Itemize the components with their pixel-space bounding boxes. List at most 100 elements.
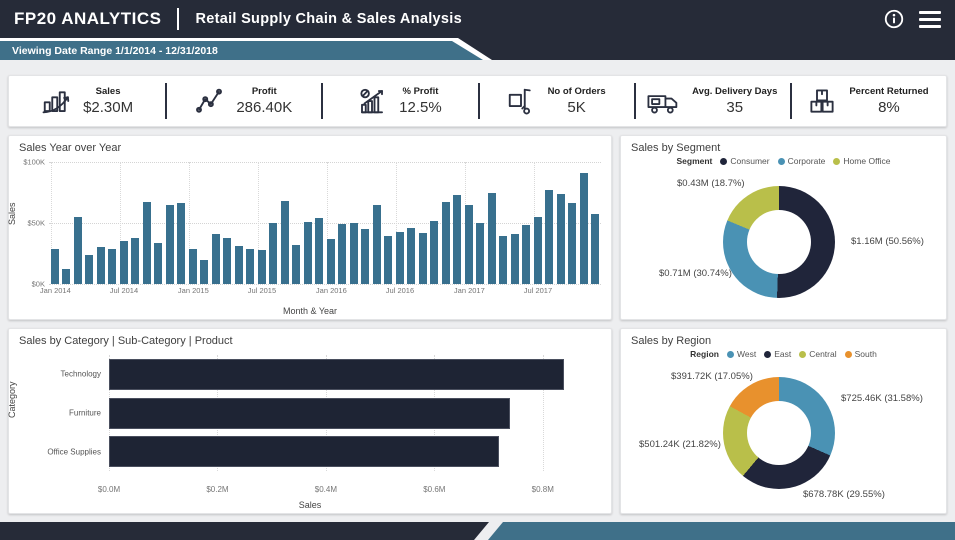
percent-chart-icon: [357, 86, 387, 116]
kpi-sales: Sales $2.30M: [9, 76, 165, 126]
chart-title: Sales by Category | Sub-Category | Produ…: [19, 335, 233, 347]
yoy-bar[interactable]: [246, 248, 255, 284]
info-icon[interactable]: [883, 8, 905, 30]
yoy-bar[interactable]: [108, 248, 117, 284]
yoy-bar[interactable]: [464, 204, 473, 284]
yoy-bar[interactable]: [303, 221, 312, 284]
yoy-bar[interactable]: [372, 204, 381, 284]
yoy-bar[interactable]: [257, 249, 266, 284]
yoy-bar[interactable]: [579, 172, 588, 284]
chart-title: Sales by Region: [631, 335, 712, 347]
legend-item-home-office[interactable]: Home Office: [833, 156, 891, 166]
yoy-bar[interactable]: [510, 233, 519, 284]
slice-label-corporate: $0.71M (30.74%): [659, 268, 732, 279]
kpi-avg-delivery-days: Avg. Delivery Days 35: [633, 76, 790, 126]
category-plot-area: $0.0M $0.2M $0.4M $0.6M $0.8M Technology Furni…: [47, 355, 597, 494]
legend-item-consumer[interactable]: Consumer: [720, 156, 770, 166]
legend-label: East: [774, 349, 792, 359]
yoy-plot-area: $0K $50K $100K Jan 2014 Jul 2014 Jan 2015 Jul …: [23, 158, 601, 295]
yoy-bar[interactable]: [269, 223, 278, 284]
x-tick-label: Jul 2017: [523, 286, 553, 295]
yoy-bar[interactable]: [119, 241, 128, 284]
legend-item-west[interactable]: West: [726, 349, 756, 359]
legend-item-central[interactable]: Central: [799, 349, 837, 359]
yoy-bar[interactable]: [234, 246, 243, 284]
sales-by-category-card: Sales by Category | Sub-Category | Produ…: [7, 328, 612, 514]
yoy-bar[interactable]: [73, 216, 82, 284]
yoy-bar[interactable]: [568, 203, 577, 284]
yoy-bar[interactable]: [453, 194, 462, 284]
yoy-bar[interactable]: [556, 193, 565, 284]
yoy-bar[interactable]: [326, 238, 335, 284]
category-y-axis-title: Category: [7, 381, 17, 418]
x-tick-label: Jan 2017: [453, 286, 485, 295]
date-range-ribbon: Viewing Date Range 1/1/2014 - 12/31/2018: [0, 38, 492, 60]
yoy-bar[interactable]: [441, 202, 450, 284]
x-tick-label: $0.4M: [314, 485, 337, 494]
yoy-bar[interactable]: [292, 244, 301, 284]
yoy-bar[interactable]: [395, 231, 404, 284]
x-tick-label: $0.2M: [206, 485, 229, 494]
yoy-bar[interactable]: [338, 224, 347, 284]
category-bar[interactable]: [109, 358, 565, 390]
legend-dot: [844, 350, 852, 358]
yoy-bar[interactable]: [188, 248, 197, 284]
yoy-bar[interactable]: [545, 190, 554, 284]
yoy-bar[interactable]: [211, 233, 220, 284]
yoy-x-axis-title: Month & Year: [282, 306, 338, 316]
kpi-text: Profit 286.40K: [236, 86, 292, 116]
yoy-bar[interactable]: [407, 227, 416, 284]
x-tick-label: Jul 2015: [247, 286, 277, 295]
yoy-bar[interactable]: [131, 237, 140, 284]
yoy-bar[interactable]: [280, 201, 289, 284]
yoy-bar[interactable]: [349, 223, 358, 284]
slice-label-west: $725.46K (31.58%): [841, 393, 923, 404]
yoy-bar[interactable]: [62, 269, 71, 284]
yoy-bar[interactable]: [499, 236, 508, 284]
yoy-bar[interactable]: [533, 216, 542, 284]
yoy-bar[interactable]: [223, 237, 232, 284]
kpi-value: 5K: [567, 99, 586, 116]
yoy-bar[interactable]: [50, 248, 59, 284]
kpi-text: Percent Returned 8%: [849, 86, 928, 116]
yoy-bar[interactable]: [430, 220, 439, 284]
x-tick-label: $0.6M: [423, 485, 446, 494]
kpi-text: No of Orders 5K: [548, 86, 606, 116]
legend-item-east[interactable]: East: [764, 349, 791, 359]
category-label: Office Supplies: [47, 447, 101, 457]
category-bar[interactable]: [109, 397, 511, 429]
yoy-bar[interactable]: [165, 204, 174, 284]
hamburger-menu-icon[interactable]: [919, 10, 941, 28]
kpi-label: Profit: [251, 86, 277, 97]
donut-hole: [747, 401, 811, 465]
yoy-bar[interactable]: [96, 247, 105, 284]
slice-label-central: $501.24K (21.82%): [639, 439, 721, 450]
yoy-bar[interactable]: [591, 214, 600, 284]
yoy-bar[interactable]: [177, 203, 186, 284]
legend-label: Central: [809, 349, 837, 359]
yoy-bar[interactable]: [154, 242, 163, 284]
yoy-bar[interactable]: [418, 232, 427, 284]
yoy-bar[interactable]: [315, 218, 324, 284]
legend-label: South: [854, 349, 877, 359]
yoy-bar[interactable]: [142, 202, 151, 284]
app-header: FP20 ANALYTICS Retail Supply Chain & Sal…: [0, 0, 955, 38]
category-bar[interactable]: [109, 436, 500, 468]
kpi-value: $2.30M: [83, 99, 134, 116]
legend-item-corporate[interactable]: Corporate: [777, 156, 825, 166]
x-tick-label: $0.0M: [97, 485, 121, 494]
footer-bar: [0, 522, 955, 540]
kpi-label: % Profit: [402, 86, 439, 97]
yoy-bar[interactable]: [384, 236, 393, 284]
yoy-bar[interactable]: [522, 225, 531, 284]
yoy-bar[interactable]: [85, 254, 94, 284]
yoy-bar[interactable]: [361, 229, 370, 284]
slice-label-south: $391.72K (17.05%): [671, 371, 753, 382]
legend-item-south[interactable]: South: [844, 349, 877, 359]
sales-yoy-card: Sales Year over Year $0K $50K $100K Jan 201…: [7, 135, 612, 320]
line-chart-icon: [194, 86, 224, 116]
yoy-bar[interactable]: [487, 192, 496, 284]
yoy-bar[interactable]: [476, 223, 485, 284]
sales-by-region-card: Sales by Region Region West East Central Sou…: [620, 328, 947, 514]
yoy-bar[interactable]: [200, 259, 209, 284]
